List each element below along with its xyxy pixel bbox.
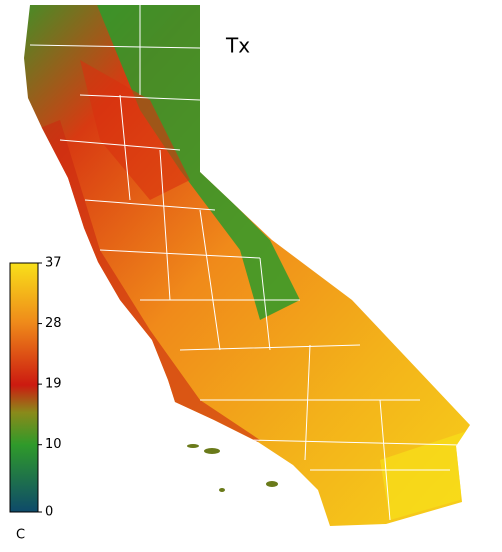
- map-title: Tx: [225, 34, 250, 58]
- colorbar-tick-label: 28: [45, 316, 62, 331]
- colorbar-tick-label: 19: [45, 377, 62, 392]
- colorbar-tick-label: 10: [45, 437, 62, 452]
- colorbar: [9, 262, 39, 513]
- colorbar-tick-label: 0: [45, 505, 53, 520]
- colorbar-tick-label: 37: [45, 256, 62, 271]
- colorbar-unit: C: [16, 528, 25, 543]
- islands: [187, 444, 278, 492]
